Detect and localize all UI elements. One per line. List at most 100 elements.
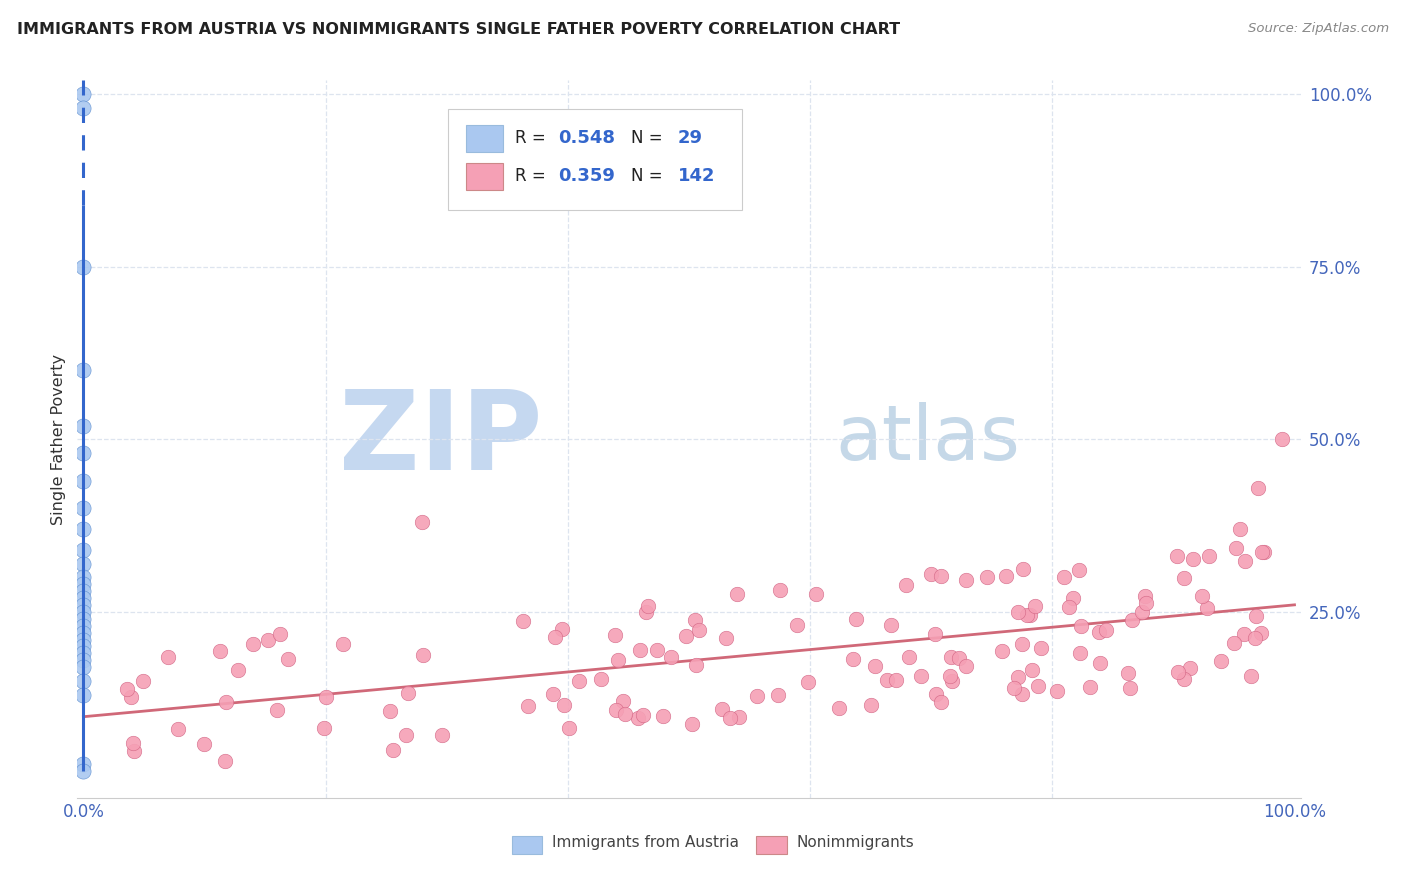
Text: 0.548: 0.548 [558,129,614,147]
Point [315,690,337,704]
Text: Source: ZipAtlas.com: Source: ZipAtlas.com [1249,22,1389,36]
Point [628,643,651,657]
Point [1090,656,1112,670]
Point [589,672,612,686]
Point [925,687,948,701]
Point [541,687,564,701]
Point [939,669,962,683]
Point [920,567,942,582]
Point [1133,589,1156,603]
Point [1223,636,1246,650]
Point [72,612,94,626]
Point [72,688,94,702]
Point [929,695,952,709]
Text: Immigrants from Austria: Immigrants from Austria [553,836,740,850]
Point [72,570,94,584]
Point [72,474,94,488]
Point [894,577,917,591]
Point [631,708,654,723]
Point [939,649,962,664]
Point [72,418,94,433]
Point [976,570,998,584]
Point [193,737,215,751]
FancyBboxPatch shape [449,109,741,210]
Point [72,260,94,274]
Point [1225,541,1247,556]
Point [863,658,886,673]
Point [72,764,94,778]
Point [120,690,142,705]
Point [1024,599,1046,613]
Point [72,501,94,516]
Point [72,584,94,599]
Point [685,657,707,672]
Point [72,591,94,606]
Point [72,646,94,660]
Point [1026,679,1049,693]
Point [1166,549,1188,563]
Point [786,617,808,632]
Point [72,363,94,377]
Point [1229,522,1251,536]
Text: ZIP: ZIP [339,386,543,492]
Point [214,754,236,768]
Point [1046,683,1069,698]
Point [605,628,627,642]
Point [72,632,94,647]
Point [605,703,627,717]
Point [1173,571,1195,585]
Point [1057,600,1080,615]
Point [72,756,94,771]
Point [72,598,94,612]
Point [1095,623,1118,637]
Point [1067,563,1090,577]
Point [1062,591,1084,605]
Point [544,630,567,644]
Text: 29: 29 [678,129,703,147]
Point [72,577,94,591]
Point [991,643,1014,657]
FancyBboxPatch shape [756,836,787,854]
Point [1198,549,1220,563]
Point [634,606,657,620]
Point [1078,680,1101,694]
Point [1181,552,1204,566]
Text: Nonimmigrants: Nonimmigrants [797,836,914,850]
Point [266,703,288,717]
Point [269,627,291,641]
Point [166,722,188,736]
Point [1250,625,1272,640]
Point [766,688,789,702]
Point [941,673,963,688]
Point [72,542,94,557]
Point [72,101,94,115]
Point [568,674,591,689]
Point [395,728,418,742]
Point [1007,605,1029,619]
Point [1053,570,1076,584]
Point [769,582,792,597]
Y-axis label: Single Father Poverty: Single Father Poverty [51,354,66,524]
Point [681,717,703,731]
Point [208,644,231,658]
Point [72,625,94,640]
Point [312,721,335,735]
Point [1012,562,1035,576]
Point [131,673,153,688]
Point [897,649,920,664]
Point [1197,600,1219,615]
Point [1011,637,1033,651]
Point [396,686,419,700]
Point [845,612,868,626]
Point [1173,672,1195,686]
Point [72,660,94,674]
Point [1247,481,1270,495]
Point [884,673,907,687]
Point [995,569,1018,583]
Text: R =: R = [515,167,546,185]
Point [72,673,94,688]
Point [1253,545,1275,559]
Point [842,652,865,666]
Point [806,587,828,601]
Point [1243,631,1265,645]
